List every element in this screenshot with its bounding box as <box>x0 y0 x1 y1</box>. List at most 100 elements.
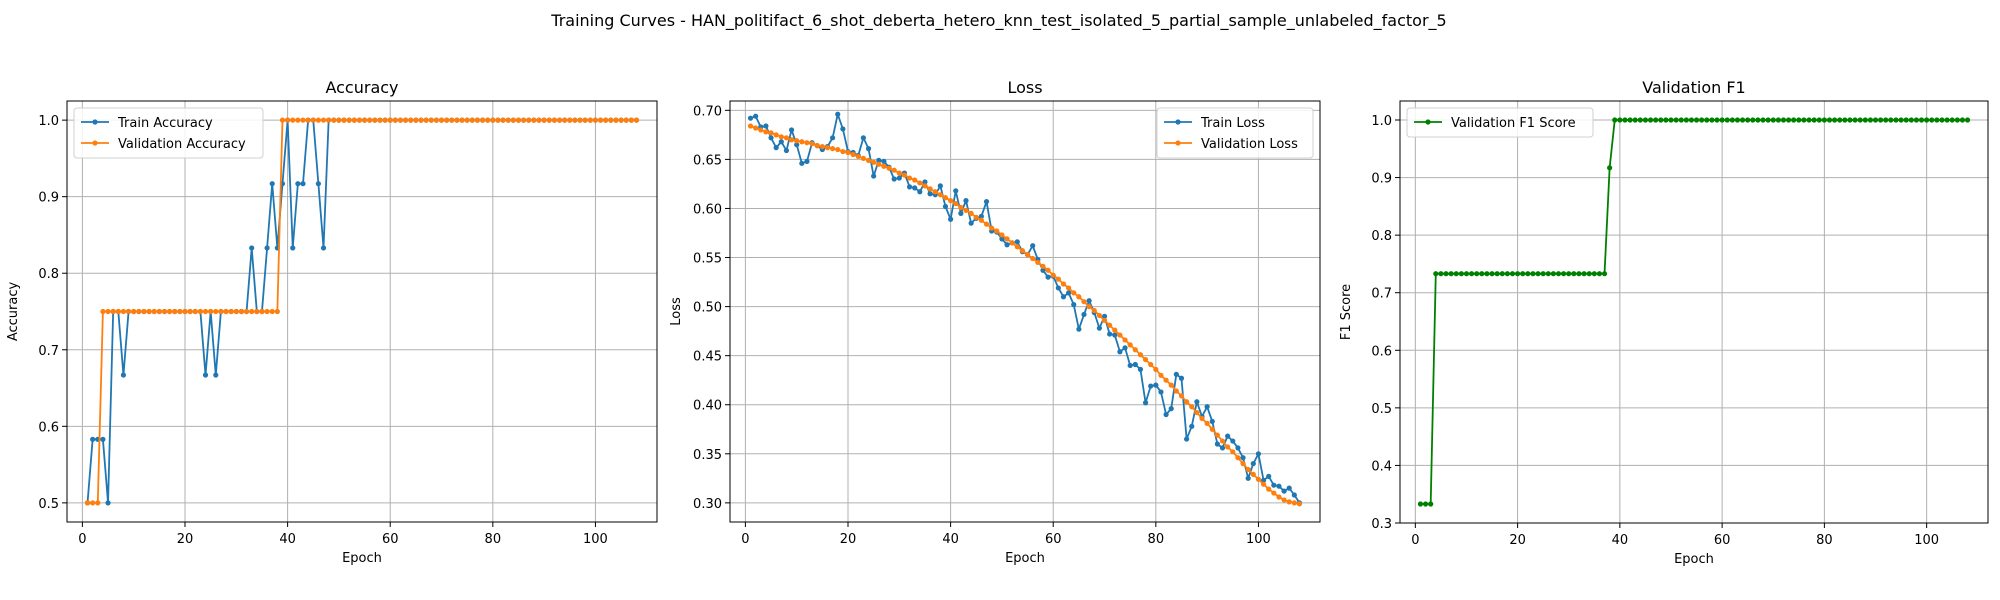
data-point <box>1622 117 1628 123</box>
data-point <box>285 117 291 123</box>
data-point <box>1173 388 1179 394</box>
data-point <box>433 117 439 123</box>
data-point <box>1520 271 1526 277</box>
data-point <box>1091 307 1097 314</box>
y-tick-label: 0.3 <box>1371 517 1392 532</box>
data-point <box>1204 404 1210 410</box>
data-point <box>1050 272 1056 278</box>
data-point <box>1443 271 1449 277</box>
data-point <box>819 144 825 150</box>
x-tick-label: 100 <box>583 532 608 547</box>
data-point <box>1499 271 1505 277</box>
data-point <box>917 189 923 195</box>
data-point <box>428 117 434 123</box>
data-point <box>1040 267 1046 273</box>
data-point <box>500 117 506 123</box>
data-point <box>1142 356 1149 363</box>
data-point <box>912 185 918 191</box>
data-point <box>1245 475 1251 481</box>
data-point <box>1540 271 1546 277</box>
data-point <box>768 130 774 136</box>
data-point <box>1060 281 1067 287</box>
data-point <box>830 135 836 141</box>
data-point <box>1872 117 1879 123</box>
data-point <box>1612 117 1618 123</box>
data-point <box>1271 482 1277 488</box>
data-point <box>1250 471 1256 477</box>
data-point <box>1964 117 1971 123</box>
legend: Train Accuracy Validation Accuracy <box>73 107 264 159</box>
data-point <box>202 308 209 315</box>
data-point <box>1704 117 1710 123</box>
data-point <box>973 214 979 220</box>
data-point <box>1255 476 1262 482</box>
data-point <box>485 117 491 123</box>
data-point <box>896 175 902 181</box>
legend-label: Validation Accuracy <box>118 137 246 152</box>
data-point <box>1219 445 1226 451</box>
data-point <box>1112 332 1118 338</box>
y-tick-label: 0.45 <box>693 350 722 365</box>
data-point <box>1153 366 1159 372</box>
data-point <box>794 138 800 144</box>
data-point <box>809 141 815 147</box>
data-point <box>1642 117 1649 123</box>
data-point <box>295 117 301 123</box>
data-point <box>948 216 954 222</box>
data-point <box>1235 455 1241 461</box>
data-point <box>156 308 162 315</box>
data-point <box>556 117 563 123</box>
data-point <box>865 157 872 163</box>
data-point <box>495 117 501 123</box>
data-point <box>1780 117 1787 123</box>
y-tick-label: 0.50 <box>693 301 722 316</box>
data-point <box>963 198 969 204</box>
data-point <box>1019 248 1026 254</box>
data-point <box>197 308 203 315</box>
data-point <box>865 146 872 152</box>
data-point <box>177 308 183 315</box>
data-point <box>1158 389 1164 395</box>
data-point <box>1184 436 1190 442</box>
data-point <box>541 117 547 123</box>
legend-swatch-marker <box>1175 119 1181 125</box>
data-point <box>290 117 296 123</box>
data-point <box>1148 361 1154 368</box>
data-point <box>1112 327 1118 333</box>
data-point <box>469 117 475 123</box>
data-point <box>845 149 851 156</box>
data-point <box>788 127 795 133</box>
data-point <box>1235 445 1241 451</box>
data-point <box>1847 117 1853 123</box>
x-tick-label: 20 <box>840 532 857 547</box>
x-tick-label: 20 <box>177 532 194 547</box>
data-point <box>264 245 270 251</box>
data-point <box>1826 117 1833 123</box>
data-point <box>1663 117 1669 123</box>
data-point <box>1632 117 1638 123</box>
y-tick-label: 0.60 <box>693 202 722 217</box>
data-point <box>572 117 578 123</box>
data-point <box>804 158 810 164</box>
y-tick-label: 0.7 <box>38 344 59 359</box>
data-point <box>259 308 265 315</box>
data-point <box>1627 117 1633 123</box>
data-point <box>249 308 255 315</box>
data-point <box>295 181 301 187</box>
data-point <box>753 113 759 119</box>
data-point <box>953 200 959 207</box>
data-point <box>1571 271 1577 277</box>
data-point <box>1867 117 1873 123</box>
data-point <box>788 137 795 143</box>
data-point <box>490 117 496 123</box>
data-point <box>115 308 121 315</box>
data-point <box>763 123 769 129</box>
data-point <box>587 117 593 123</box>
data-point <box>1117 349 1123 355</box>
data-point <box>305 117 311 123</box>
y-tick-label: 0.65 <box>693 153 722 168</box>
data-point <box>1561 271 1567 277</box>
data-point <box>603 117 609 123</box>
data-point <box>1122 337 1128 343</box>
y-tick-label: 0.9 <box>1371 172 1392 187</box>
